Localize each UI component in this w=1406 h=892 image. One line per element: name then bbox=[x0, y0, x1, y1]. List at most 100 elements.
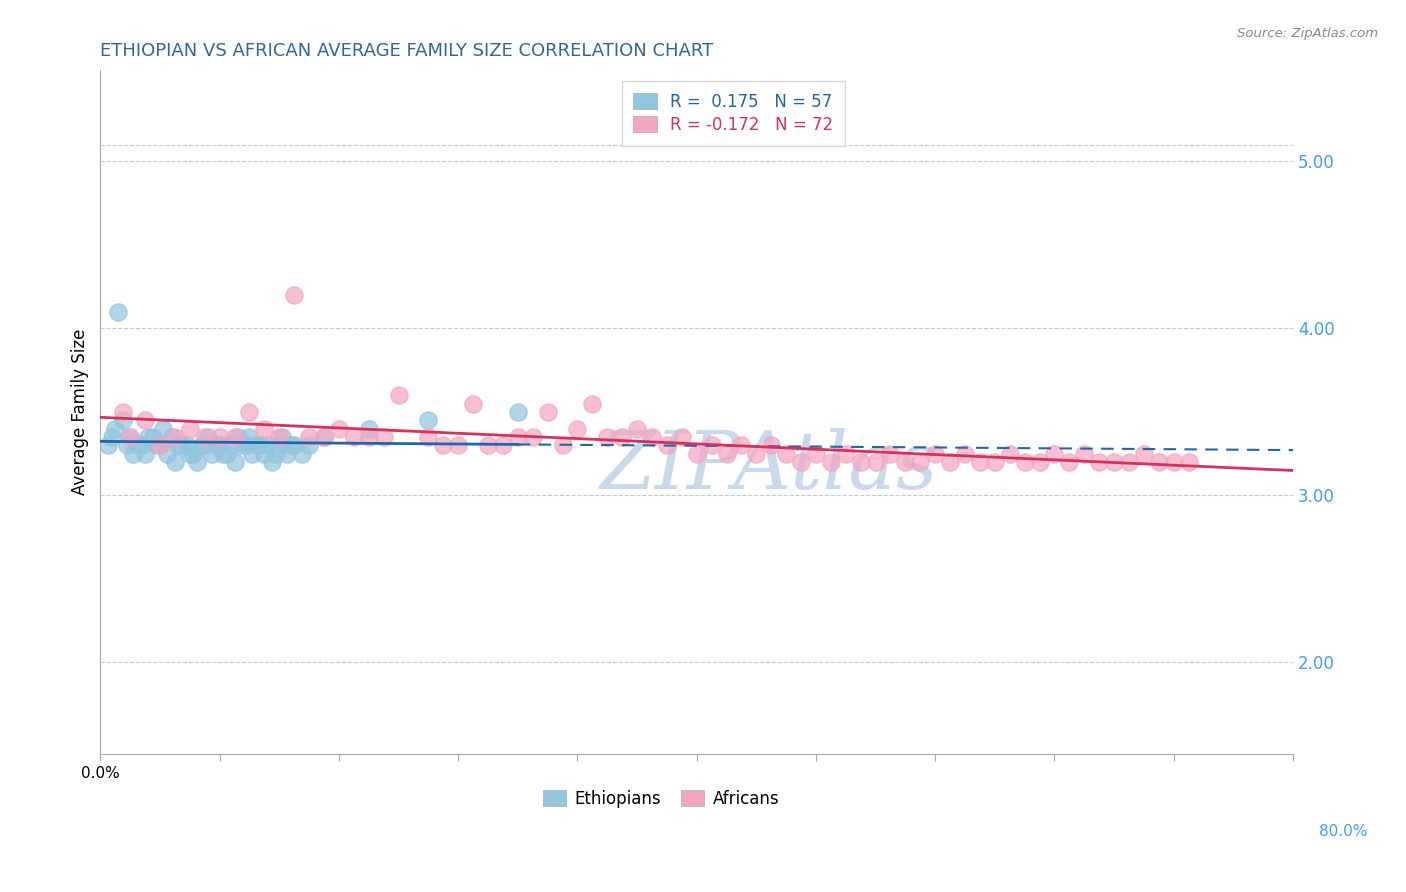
Point bbox=[231, 438, 253, 452]
Point bbox=[820, 455, 842, 469]
Point bbox=[276, 447, 298, 461]
Point bbox=[226, 430, 249, 444]
Point bbox=[208, 430, 231, 444]
Point bbox=[879, 447, 901, 461]
Point bbox=[186, 455, 208, 469]
Point bbox=[1102, 455, 1125, 469]
Point bbox=[1088, 455, 1111, 469]
Point bbox=[181, 447, 204, 461]
Point bbox=[373, 430, 395, 444]
Point bbox=[700, 438, 723, 452]
Point bbox=[250, 438, 273, 452]
Point bbox=[120, 430, 142, 444]
Point bbox=[101, 430, 124, 444]
Point bbox=[418, 413, 440, 427]
Point bbox=[167, 438, 190, 452]
Point bbox=[1163, 455, 1185, 469]
Point bbox=[136, 430, 159, 444]
Text: ETHIOPIAN VS AFRICAN AVERAGE FAMILY SIZE CORRELATION CHART: ETHIOPIAN VS AFRICAN AVERAGE FAMILY SIZE… bbox=[100, 42, 714, 60]
Point bbox=[894, 455, 917, 469]
Point bbox=[283, 288, 305, 302]
Point bbox=[1028, 455, 1050, 469]
Point bbox=[298, 430, 321, 444]
Point bbox=[149, 438, 172, 452]
Point bbox=[238, 430, 260, 444]
Point bbox=[160, 430, 183, 444]
Point bbox=[671, 430, 693, 444]
Point bbox=[477, 438, 499, 452]
Point bbox=[328, 422, 350, 436]
Point bbox=[641, 430, 664, 444]
Y-axis label: Average Family Size: Average Family Size bbox=[72, 329, 89, 495]
Point bbox=[655, 438, 678, 452]
Text: ZIPAtlas: ZIPAtlas bbox=[599, 428, 938, 506]
Point bbox=[1059, 455, 1081, 469]
Point bbox=[256, 438, 278, 452]
Point bbox=[107, 304, 129, 318]
Point bbox=[127, 438, 149, 452]
Point bbox=[522, 430, 544, 444]
Point bbox=[211, 447, 233, 461]
Point bbox=[176, 438, 198, 452]
Point bbox=[134, 447, 156, 461]
Point bbox=[610, 430, 633, 444]
Point bbox=[217, 447, 239, 461]
Point bbox=[312, 430, 335, 444]
Point bbox=[190, 438, 212, 452]
Point bbox=[122, 447, 145, 461]
Point bbox=[264, 447, 287, 461]
Point bbox=[163, 455, 186, 469]
Point bbox=[804, 447, 827, 461]
Text: Source: ZipAtlas.com: Source: ZipAtlas.com bbox=[1237, 27, 1378, 40]
Point bbox=[194, 430, 217, 444]
Point bbox=[194, 438, 217, 452]
Point bbox=[730, 438, 752, 452]
Point bbox=[686, 447, 709, 461]
Point bbox=[790, 455, 813, 469]
Point bbox=[298, 438, 321, 452]
Point bbox=[224, 455, 246, 469]
Point bbox=[745, 447, 768, 461]
Point bbox=[1014, 455, 1036, 469]
Point bbox=[131, 438, 153, 452]
Point bbox=[146, 438, 169, 452]
Point bbox=[149, 438, 172, 452]
Point bbox=[269, 438, 291, 452]
Point bbox=[312, 430, 335, 444]
Point bbox=[235, 438, 257, 452]
Point bbox=[238, 405, 260, 419]
Point bbox=[1043, 447, 1066, 461]
Point bbox=[205, 438, 228, 452]
Point bbox=[253, 422, 276, 436]
Point bbox=[506, 430, 529, 444]
Point bbox=[343, 430, 366, 444]
Point bbox=[432, 438, 454, 452]
Point bbox=[910, 455, 932, 469]
Point bbox=[596, 430, 619, 444]
Point bbox=[97, 438, 120, 452]
Point bbox=[1073, 447, 1095, 461]
Point bbox=[969, 455, 991, 469]
Point bbox=[567, 422, 589, 436]
Point bbox=[775, 447, 797, 461]
Point bbox=[1147, 455, 1170, 469]
Point bbox=[201, 447, 224, 461]
Point bbox=[221, 438, 243, 452]
Point bbox=[551, 438, 574, 452]
Point bbox=[104, 422, 127, 436]
Point bbox=[172, 438, 194, 452]
Point bbox=[1118, 455, 1140, 469]
Point bbox=[253, 447, 276, 461]
Point bbox=[536, 405, 558, 419]
Point bbox=[835, 447, 858, 461]
Point bbox=[111, 413, 134, 427]
Point bbox=[865, 455, 887, 469]
Point bbox=[283, 438, 305, 452]
Point bbox=[581, 396, 603, 410]
Point bbox=[208, 438, 231, 452]
Point bbox=[461, 396, 484, 410]
Legend: Ethiopians, Africans: Ethiopians, Africans bbox=[536, 783, 786, 814]
Point bbox=[179, 422, 201, 436]
Point bbox=[156, 447, 179, 461]
Point bbox=[849, 455, 872, 469]
